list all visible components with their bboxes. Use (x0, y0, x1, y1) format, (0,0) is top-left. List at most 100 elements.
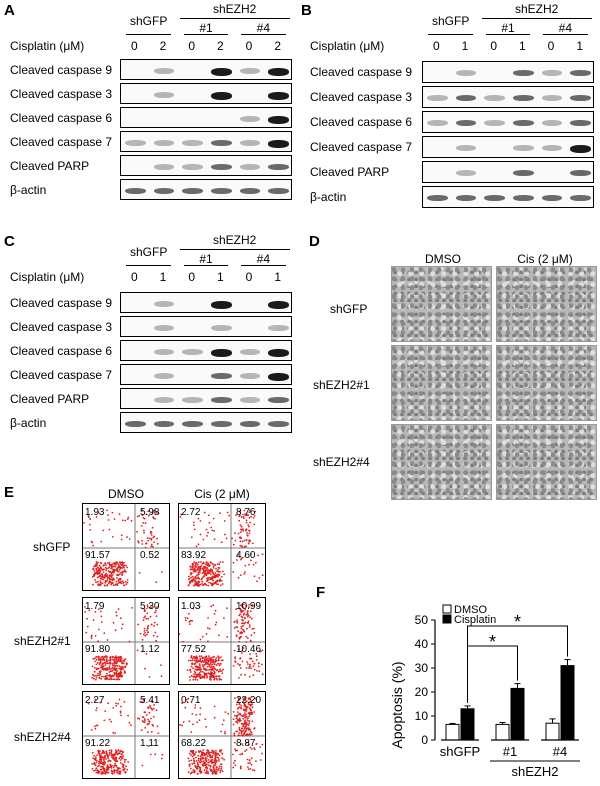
quadrant-value: 0.52 (140, 550, 160, 561)
legend-label: Cisplatin (454, 614, 496, 626)
blot-strip (422, 86, 594, 108)
blot-band (125, 187, 146, 194)
bar-dmso (495, 723, 510, 741)
flow-col-dmso: DMSO (108, 487, 144, 501)
blot-band (153, 396, 175, 403)
panel-label-a: A (4, 2, 15, 19)
shgfp-underline (126, 265, 171, 266)
dose-label: 1 (159, 270, 167, 284)
blot-strip (422, 161, 594, 183)
clone-4-underline (241, 34, 286, 35)
cisplatin-label: Cisplatin (μM) (310, 39, 385, 53)
blot-band (268, 300, 289, 309)
quadrant-value: 2.72 (181, 507, 201, 518)
blot-strip (120, 107, 292, 128)
blot-row-label: Cleaved caspase 3 (10, 320, 113, 334)
clone-1-underline (485, 34, 531, 35)
blot-band (541, 95, 563, 101)
y-tick-label: 50 (415, 613, 429, 627)
flow-plot (82, 691, 170, 779)
blot-band (513, 120, 534, 126)
clone-4-label: #4 (256, 21, 271, 35)
blot-band (153, 348, 175, 355)
quadrant-value: 10.46 (236, 644, 262, 655)
shezh2-label: shEZH2 (212, 2, 257, 16)
y-tick-label: 10 (415, 709, 429, 723)
blot-band (268, 115, 289, 124)
cisplatin-label: Cisplatin (μM) (10, 39, 85, 53)
blot-band (239, 163, 261, 170)
flow-scatter (179, 598, 265, 684)
flow-plot (178, 597, 266, 685)
micro-row-shgfp: shGFP (330, 302, 368, 316)
blot-band (153, 420, 175, 427)
blot-strip (422, 111, 594, 133)
shgfp-underline (126, 34, 171, 35)
blot-band (239, 139, 261, 146)
panel-label-e: E (4, 484, 15, 501)
blot-band (570, 70, 591, 76)
y-tick-label: 40 (415, 637, 429, 651)
blot-strip (120, 340, 292, 361)
legend-swatch (442, 604, 452, 614)
blot-band (153, 163, 175, 170)
shgfp-label: shGFP (431, 14, 470, 28)
significance-bracket (467, 625, 568, 703)
blot-band (268, 139, 289, 148)
panel-label-c: C (4, 233, 15, 250)
blot-band (239, 115, 261, 122)
blot-band (153, 67, 175, 74)
flow-scatter (83, 598, 169, 684)
blot-band (153, 324, 175, 331)
quadrant-value: 0.71 (181, 695, 201, 706)
event-dots (179, 603, 264, 681)
shezh2-underline (179, 18, 290, 19)
blot-band (268, 396, 289, 403)
quadrant-value: 4.60 (236, 550, 256, 561)
quadrant-value: 10.99 (236, 601, 262, 612)
event-dots (179, 509, 264, 587)
blot-band (153, 139, 175, 146)
quadrant-value: 91.22 (85, 738, 111, 749)
blot-band (239, 348, 261, 355)
dose-label: 0 (188, 39, 195, 53)
blot-band (484, 95, 505, 101)
blot-band (211, 348, 232, 357)
blot-band (268, 372, 289, 381)
quadrant-value: 68.22 (181, 738, 207, 749)
micrograph-shgfp-cis (496, 266, 597, 342)
blot-band (268, 420, 289, 427)
blot-band (570, 145, 591, 153)
shgfp-label: shGFP (129, 14, 168, 28)
quadrant-value: 77.52 (181, 644, 207, 655)
bar-dmso (445, 723, 460, 741)
clone-4-underline (241, 265, 286, 266)
dose-label: 1 (461, 39, 469, 53)
quadrant-value: 1.03 (181, 601, 201, 612)
dose-label: 0 (188, 270, 195, 284)
blot-row-label: Cleaved PARP (310, 165, 390, 179)
blot-band (239, 187, 261, 194)
blot-row-label: β-actin (10, 183, 47, 197)
blot-strip (120, 155, 292, 176)
flow-row-shezh2-1: shEZH2#1 (14, 634, 71, 648)
bar-cisplatin (560, 665, 575, 741)
dose-label: 0 (432, 39, 440, 53)
blot-band (513, 95, 534, 101)
blot-band (484, 195, 505, 201)
blot-band (268, 187, 289, 194)
quadrant-value: 5.98 (140, 507, 160, 518)
event-dots (84, 604, 163, 681)
y-axis-label: Apoptosis (%) (389, 661, 405, 748)
blot-strip (120, 388, 292, 409)
panel-label-f: F (316, 584, 326, 601)
x-tick-label: #4 (553, 744, 567, 759)
panel-label-d: D (309, 233, 320, 250)
flow-scatter (83, 692, 169, 778)
micrograph-shezh2-1-cis (496, 345, 597, 421)
blot-strip (120, 292, 292, 313)
apoptosis-bar-chart: Apoptosis (%) 0 10 20 30 40 50 shGFP #1 #4 shEZH2… (389, 604, 580, 779)
blot-row-label: β-actin (310, 190, 347, 204)
quadrant-value: 1.12 (140, 644, 160, 655)
blot-row-label: Cleaved caspase 6 (10, 344, 113, 358)
